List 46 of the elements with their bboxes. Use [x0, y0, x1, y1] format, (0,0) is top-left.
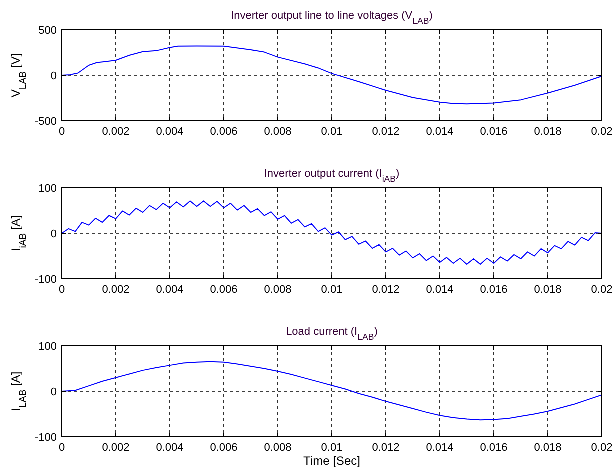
y-tick-label: 0 — [50, 386, 57, 398]
x-tick-label: 0.02 — [591, 442, 613, 454]
chart-title: Inverter output current (I$_{iAB}$) — [264, 168, 400, 184]
x-tick-label: 0.004 — [156, 284, 184, 296]
x-tick-label: 0.016 — [480, 442, 508, 454]
x-tick-label: 0.006 — [210, 284, 238, 296]
x-tick-label: 0.01 — [321, 442, 343, 454]
y-tick-label: -500 — [34, 116, 57, 128]
y-tick-label: 0 — [50, 228, 57, 240]
x-tick-label: 0.012 — [372, 284, 400, 296]
x-tick-label: 0.02 — [591, 284, 613, 296]
x-tick-label: 0.006 — [210, 442, 238, 454]
x-tick-label: 0.02 — [591, 126, 613, 138]
chart-title: Inverter output line to line voltages (V$_{LAB}$) — [231, 10, 433, 26]
x-tick-label: 0.008 — [264, 442, 292, 454]
x-tick-label: 0.004 — [156, 442, 184, 454]
x-tick-label: 0.014 — [426, 442, 454, 454]
x-tick-label: 0.008 — [264, 284, 292, 296]
x-tick-label: 0.016 — [480, 126, 508, 138]
x-tick-label: 0.004 — [156, 126, 184, 138]
y-tick-label: 100 — [38, 183, 57, 195]
x-tick-label: 0.008 — [264, 126, 292, 138]
y-tick-label: 100 — [38, 341, 57, 353]
y-tick-label: 0 — [50, 70, 57, 82]
x-tick-label: 0.018 — [534, 284, 562, 296]
x-tick-label: 0 — [58, 126, 66, 138]
x-axis-title: Time [Sec] — [304, 454, 360, 468]
y-tick-label: 500 — [38, 25, 57, 37]
x-tick-label: 0.012 — [372, 442, 400, 454]
x-tick-label: 0.016 — [480, 284, 508, 296]
y-tick-label: -100 — [34, 274, 57, 286]
y-tick-label: -100 — [34, 432, 57, 444]
x-tick-label: 0.006 — [210, 126, 238, 138]
x-tick-label: 0.012 — [372, 126, 400, 138]
x-tick-label: 0.014 — [426, 284, 454, 296]
x-tick-label: 0.01 — [321, 126, 343, 138]
x-tick-label: 0.002 — [102, 126, 130, 138]
x-tick-label: 0 — [58, 284, 66, 296]
x-tick-label: 0.002 — [102, 284, 130, 296]
x-tick-label: 0.01 — [321, 284, 343, 296]
x-tick-label: 0.002 — [102, 442, 130, 454]
x-tick-label: 0.018 — [534, 442, 562, 454]
x-tick-label: 0 — [58, 442, 66, 454]
x-tick-label: 0.018 — [534, 126, 562, 138]
x-tick-label: 0.014 — [426, 126, 454, 138]
chart-title: Load current (I$_{LAB}$) — [286, 326, 378, 342]
